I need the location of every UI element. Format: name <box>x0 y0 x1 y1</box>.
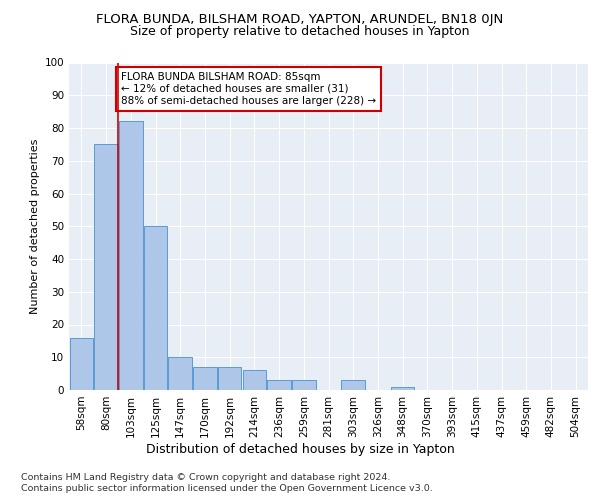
Bar <box>193 367 217 390</box>
Text: Distribution of detached houses by size in Yapton: Distribution of detached houses by size … <box>146 442 454 456</box>
Bar <box>169 357 192 390</box>
Y-axis label: Number of detached properties: Number of detached properties <box>31 138 40 314</box>
Bar <box>341 380 365 390</box>
Bar <box>391 386 415 390</box>
Bar <box>292 380 316 390</box>
Bar <box>94 144 118 390</box>
Bar <box>268 380 291 390</box>
Text: FLORA BUNDA, BILSHAM ROAD, YAPTON, ARUNDEL, BN18 0JN: FLORA BUNDA, BILSHAM ROAD, YAPTON, ARUND… <box>97 12 503 26</box>
Text: Size of property relative to detached houses in Yapton: Size of property relative to detached ho… <box>130 25 470 38</box>
Text: FLORA BUNDA BILSHAM ROAD: 85sqm
← 12% of detached houses are smaller (31)
88% of: FLORA BUNDA BILSHAM ROAD: 85sqm ← 12% of… <box>121 72 376 106</box>
Bar <box>119 122 143 390</box>
Text: Contains HM Land Registry data © Crown copyright and database right 2024.: Contains HM Land Registry data © Crown c… <box>21 472 391 482</box>
Bar <box>218 367 241 390</box>
Bar <box>70 338 93 390</box>
Bar <box>242 370 266 390</box>
Bar <box>144 226 167 390</box>
Text: Contains public sector information licensed under the Open Government Licence v3: Contains public sector information licen… <box>21 484 433 493</box>
